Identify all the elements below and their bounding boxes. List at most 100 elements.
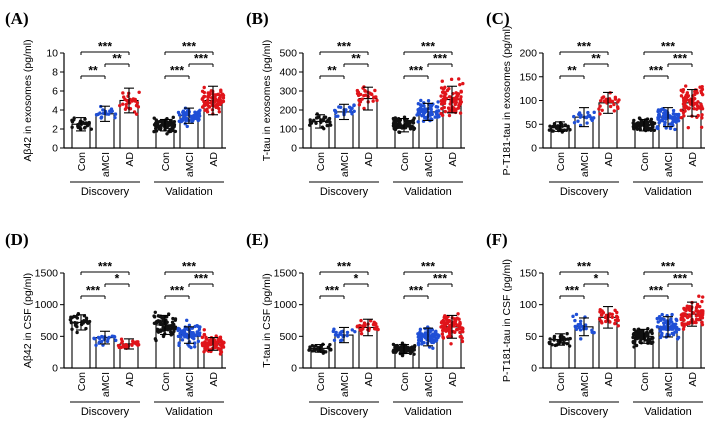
data-point [457,326,461,331]
data-point [374,322,378,326]
significance-marker: *** [649,64,663,78]
data-point [121,345,125,349]
data-point [154,120,159,124]
x-category-label: Con [76,152,88,171]
data-point [371,99,375,103]
panel-label: (C) [486,9,510,28]
data-point [645,120,649,125]
data-point [398,122,402,127]
data-point [659,318,663,322]
data-point [652,128,657,133]
data-point [84,316,89,320]
significance-marker: *** [98,40,112,54]
data-point [420,114,424,118]
data-point [682,306,686,311]
data-point [408,125,412,130]
data-point [340,338,344,342]
data-point [669,115,673,119]
data-point [576,322,580,327]
data-point [458,99,463,103]
data-point [435,115,440,119]
data-point [560,334,564,338]
data-point [393,127,397,132]
data-point [209,101,213,105]
data-point [168,122,172,127]
data-point [205,110,210,114]
data-point [182,330,186,334]
data-point [416,120,420,124]
data-point [100,334,104,339]
data-point [124,102,128,107]
data-point [443,109,448,114]
data-point [572,114,576,119]
data-point [601,310,606,315]
data-point [439,111,443,116]
data-point [442,101,446,105]
data-point [424,109,428,114]
data-point [86,321,90,325]
data-point [109,107,114,111]
data-point [673,322,678,326]
significance-marker: * [115,272,120,286]
data-point [207,339,211,343]
data-point [412,345,417,350]
data-point [655,316,659,321]
data-point [459,334,463,339]
data-point [426,113,431,117]
data-point [440,328,445,333]
data-point [567,344,572,348]
data-point [598,310,602,314]
data-point [195,115,200,120]
data-point [161,318,165,322]
data-point [583,323,588,327]
data-point [352,103,356,108]
data-point [428,330,432,334]
data-point [669,317,673,321]
data-point [170,125,175,129]
y-tick-label: 0 [52,143,58,155]
data-point [646,127,650,131]
y-tick-label: 50 [525,331,537,343]
data-point [418,334,422,338]
data-point [684,322,689,326]
data-point [85,123,90,128]
data-point [173,326,178,331]
data-point [660,118,665,123]
data-point [153,310,157,314]
x-category-label: Con [315,152,327,171]
data-point [428,105,433,110]
data-point [440,79,444,83]
data-point [394,122,398,127]
x-category-label: aMCI [339,152,351,177]
data-point [439,94,443,98]
data-point [181,109,186,113]
data-point [177,343,181,348]
data-point [202,94,207,99]
data-point [673,127,677,132]
data-point [453,330,457,334]
x-category-label: Con [315,372,327,391]
significance-marker: ** [112,52,122,66]
data-point [204,335,208,340]
data-point [632,345,636,349]
panel-label: (B) [246,9,269,28]
data-point [215,341,219,345]
data-point [133,99,138,103]
data-point [577,111,582,115]
group-label: Discovery [320,406,369,418]
data-point [196,339,201,344]
data-point [662,324,666,328]
data-point [657,121,661,125]
data-point [549,127,553,132]
data-point [165,120,170,125]
data-point [316,345,320,350]
data-point [682,114,686,118]
group-label: Discovery [560,406,609,418]
data-point [426,98,431,103]
data-point [452,108,457,112]
data-point [84,326,88,331]
y-tick-label: 6 [52,86,58,98]
data-point [651,336,655,340]
data-point [430,337,434,342]
significance-marker: *** [661,260,675,274]
